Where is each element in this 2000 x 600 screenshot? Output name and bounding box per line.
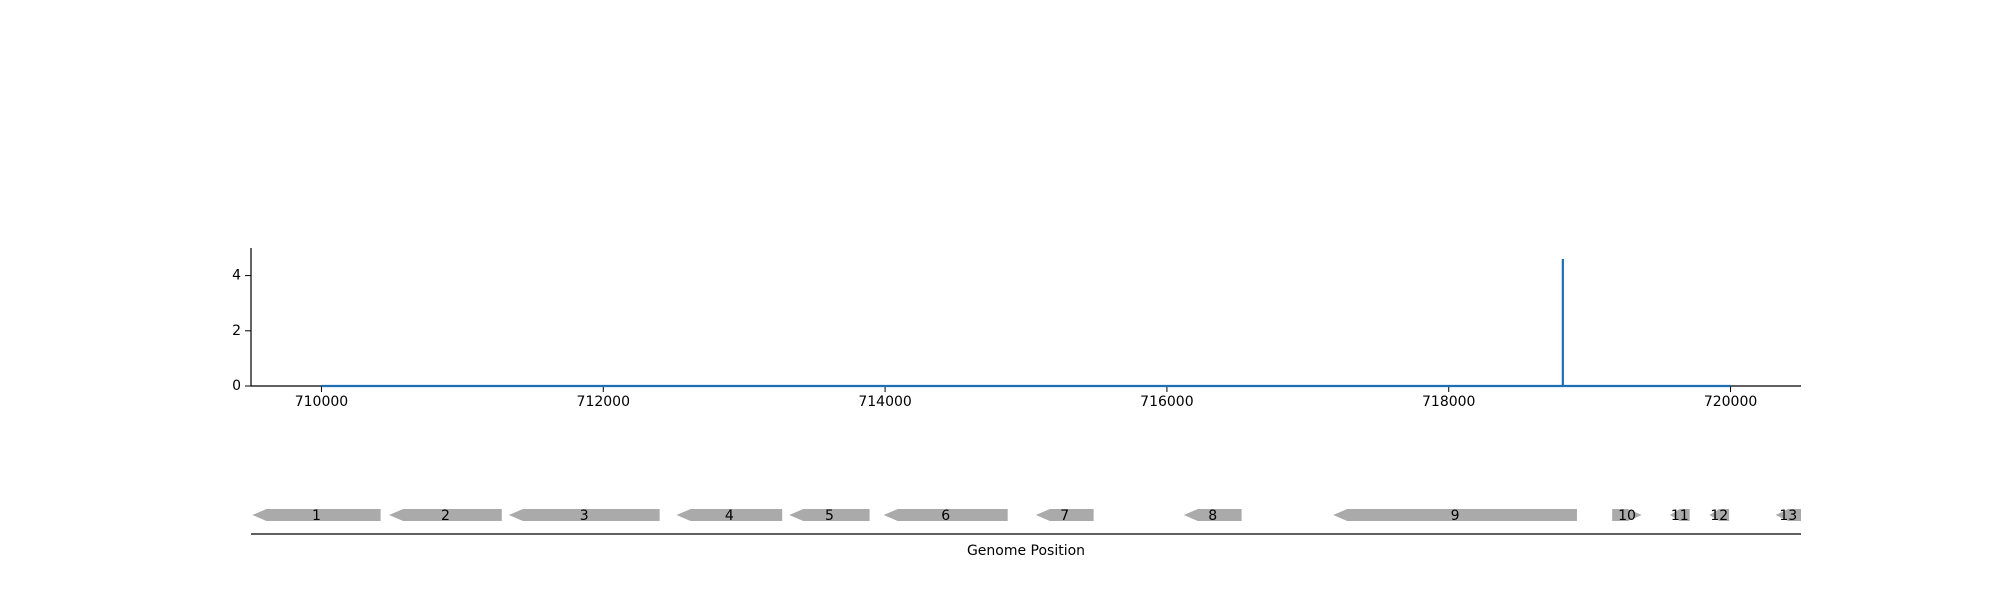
y-tick-label: 0: [232, 378, 241, 394]
gene-label: 11: [1671, 508, 1689, 524]
gene-label: 3: [580, 508, 589, 524]
x-tick-label: 710000: [295, 394, 348, 410]
gene-label: 4: [725, 508, 734, 524]
x-tick-label: 718000: [1422, 394, 1475, 410]
gene-label: 1: [312, 508, 321, 524]
gene-label: 10: [1618, 508, 1636, 524]
y-tick-label: 2: [232, 323, 241, 339]
y-tick-label: 4: [232, 268, 241, 284]
gene-arrow: [1669, 509, 1690, 521]
gene-arrow: [252, 509, 381, 521]
gene-label: 8: [1208, 508, 1217, 524]
gene-arrow: [1333, 509, 1577, 521]
signal-panel: 0 2 4 710000 712000 714000 716000 718000 720000: [232, 248, 1801, 410]
gene-arrow: [1709, 509, 1730, 521]
x-axis-label: Genome Position: [967, 543, 1085, 559]
gene-arrow: [1775, 509, 1801, 521]
gene-arrow: [1183, 509, 1242, 521]
gene-arrow: [508, 509, 660, 521]
gene-label: 2: [441, 508, 450, 524]
gene-label: 9: [1451, 508, 1460, 524]
x-tick-label: 714000: [858, 394, 911, 410]
gene-arrow: [883, 509, 1008, 521]
gene-arrow: [1035, 509, 1094, 521]
gene-arrow: [789, 509, 870, 521]
genes-layer: 1 2 3 4 5 6 7 8 9 10 11 12 13: [252, 508, 1801, 524]
gene-track-panel: 1 2 3 4 5 6 7 8 9 10 11 12 13 Genome Position: [251, 508, 1801, 559]
series-layer: [321, 259, 1731, 388]
gene-arrow: [1612, 509, 1642, 521]
gene-label: 7: [1060, 508, 1069, 524]
x-tick-label: 720000: [1704, 394, 1757, 410]
gene-arrow: [389, 509, 502, 521]
gene-label: 12: [1710, 508, 1728, 524]
gene-label: 5: [825, 508, 834, 524]
x-tick-label: 712000: [577, 394, 630, 410]
gene-arrow: [676, 509, 783, 521]
x-ticks: 710000 712000 714000 716000 718000 720000: [295, 386, 1757, 410]
coverage-line: [321, 259, 1731, 388]
gene-label: 13: [1779, 508, 1797, 524]
y-ticks: 0 2 4: [232, 268, 251, 394]
x-tick-label: 716000: [1140, 394, 1193, 410]
gene-label: 6: [941, 508, 950, 524]
